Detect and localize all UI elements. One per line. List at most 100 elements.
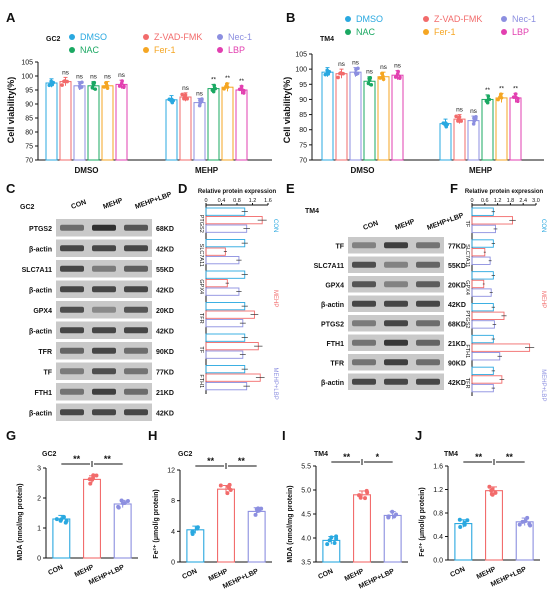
significance-label: ns: [352, 60, 360, 67]
bar: [453, 118, 466, 161]
data-point: [398, 75, 402, 79]
data-point: [59, 517, 64, 522]
data-point: [253, 512, 258, 517]
data-point: [170, 100, 175, 105]
bar: [83, 478, 101, 559]
data-point: [339, 71, 343, 75]
data-point: [242, 88, 246, 93]
data-point: [60, 83, 64, 87]
blot-band: [384, 300, 408, 307]
blot-band: [92, 286, 116, 293]
panel-label-D: D: [178, 181, 187, 196]
category-label: FTH1: [464, 344, 470, 358]
data-point: [487, 97, 492, 102]
blot-band: [92, 327, 116, 334]
x-category-label: MEHP: [208, 568, 230, 583]
x-category-label: CON: [47, 564, 64, 577]
data-point: [225, 491, 230, 496]
y-tick-label: 4: [171, 529, 175, 536]
blot-band: [384, 378, 408, 385]
legend-marker: [501, 29, 507, 35]
blot-band: [60, 409, 84, 416]
data-point: [198, 101, 202, 105]
blot-band: [124, 265, 148, 272]
blot-band: [124, 306, 148, 313]
bar: [471, 279, 485, 289]
category-label: PTGS2: [464, 310, 470, 328]
protein-label: PTGS2: [29, 226, 52, 233]
western-blot-E: CON MEHP MEHP+LBP TF 77KD SLC7A11 55KD GPX4 20KD…: [314, 212, 466, 390]
blot-band: [352, 378, 376, 385]
data-point: [47, 83, 52, 88]
data-point: [471, 122, 476, 126]
data-point: [185, 97, 189, 101]
legend-label: Z-VAD-FMK: [154, 32, 202, 42]
bar: [59, 81, 72, 161]
data-point: [125, 499, 130, 504]
significance-label: **: [513, 85, 519, 92]
significance-label: ns: [394, 63, 402, 70]
panel-label-G: G: [6, 428, 16, 443]
bar: [471, 207, 494, 216]
cell-tag-H: GC2: [178, 451, 193, 458]
bar: [509, 97, 522, 161]
y-tick-label: 75: [25, 144, 33, 151]
bar: [205, 256, 240, 265]
data-point: [456, 119, 460, 123]
protein-label: TF: [43, 369, 52, 376]
bar: [471, 352, 501, 361]
data-point: [239, 84, 244, 89]
bar: [471, 247, 486, 257]
blot-band: [124, 388, 148, 395]
data-point: [513, 92, 518, 96]
legend-label: LBP: [512, 27, 529, 37]
legend-marker: [69, 47, 75, 53]
significance-label: **: [238, 456, 246, 466]
data-point: [90, 85, 95, 90]
blot-band: [416, 242, 440, 249]
legend-label: Z-VAD-FMK: [434, 14, 482, 24]
blot-band: [124, 224, 148, 231]
data-point: [61, 514, 66, 519]
panel-label-E: E: [286, 181, 295, 196]
bar: [471, 383, 494, 393]
significance-label: **: [343, 452, 351, 462]
data-point: [228, 487, 233, 492]
significance-label: ns: [118, 72, 126, 79]
blot-band: [384, 281, 408, 288]
kd-label: 21KD: [156, 390, 174, 397]
blot-band: [384, 339, 408, 346]
kd-label: 68KD: [156, 226, 174, 233]
data-point: [90, 477, 95, 482]
blot-band: [352, 300, 376, 307]
data-point: [365, 490, 370, 495]
data-point: [496, 97, 500, 102]
blot-band: [124, 409, 148, 416]
bar: [471, 256, 491, 265]
y-tick-label: 95: [299, 82, 307, 89]
category-label: TF: [198, 346, 204, 353]
bar: [205, 224, 248, 233]
blot-band: [352, 359, 376, 366]
kd-label: 68KD: [448, 321, 466, 328]
cell-tag-A: GC2: [46, 36, 61, 43]
bar: [321, 71, 334, 161]
x-category-label: MEHP: [344, 568, 366, 583]
protein-label: β-actin: [29, 287, 52, 294]
data-point: [105, 84, 109, 89]
legend-label: CON: [540, 219, 546, 232]
x-category-label: CON: [449, 566, 466, 579]
blot-band: [60, 224, 84, 231]
bar: [515, 521, 534, 561]
bar: [165, 99, 178, 161]
data-point: [444, 124, 449, 129]
protein-label: β-actin: [29, 410, 52, 417]
blot-band: [92, 224, 116, 231]
protein-label: FTH1: [327, 341, 345, 348]
data-point: [120, 79, 124, 83]
ylabel-J: Fe²⁺ (μmol/g protein): [419, 487, 426, 556]
data-point: [200, 97, 204, 101]
category-label: GPX4: [198, 279, 204, 294]
